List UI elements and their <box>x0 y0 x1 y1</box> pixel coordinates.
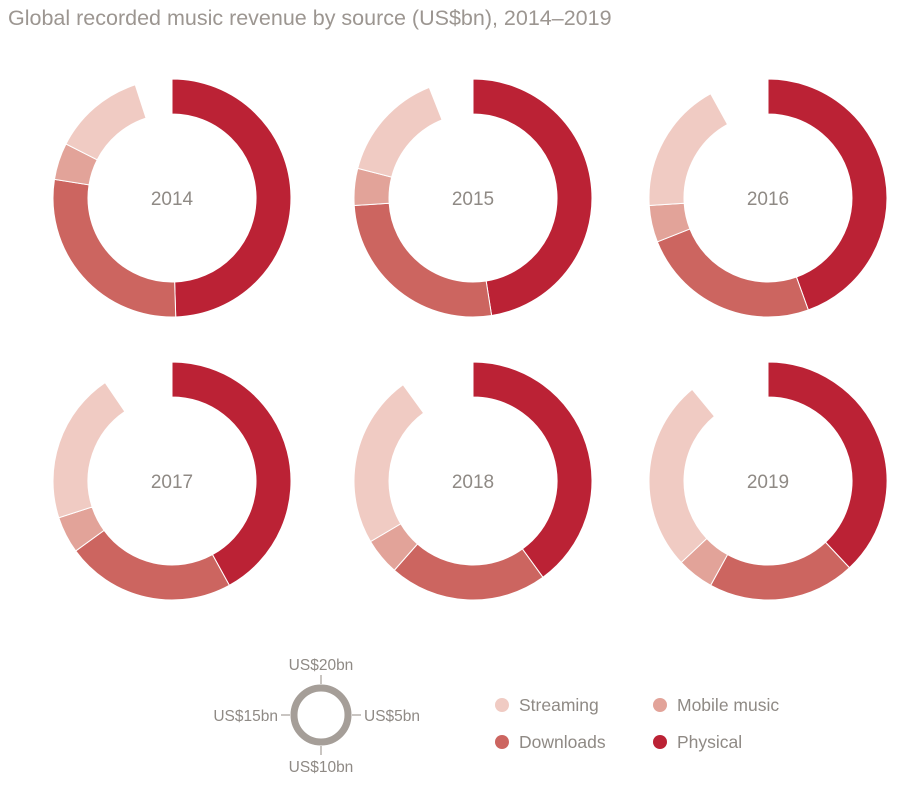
donut-2015: 2015 Physical: 9.52015 Downloads: 5.3201… <box>353 78 593 318</box>
scale-key: US$20bn US$5bn US$10bn US$15bn <box>213 657 420 776</box>
donut-2017-segment-downloads: 2017 Downloads: 4.6 <box>75 529 231 601</box>
donut-2018-segment-downloads: 2018 Downloads: 4.3 <box>393 543 544 601</box>
donut-2016-segment-streaming: 2016 Streaming: 3.6 <box>648 93 729 207</box>
donut-2016: 2016 Physical: 8.92016 Downloads: 4.9 201… <box>648 78 888 318</box>
donut-year-label: 2019 <box>747 472 789 493</box>
donut-2016-segment-downloads: 2016 Downloads: 4.9 <box>656 228 809 318</box>
donut-2017-segment-physical: 2017 Physical: 8.4 <box>171 361 292 586</box>
scale-label-right: US$5bn <box>364 708 420 725</box>
legend-swatch <box>495 735 509 749</box>
donut-year-label: 2017 <box>151 472 193 493</box>
legend-item-streaming: Streaming <box>495 695 599 715</box>
donut-year-label: 2018 <box>452 472 494 493</box>
donut-2016-segment-physical: 2016 Physical: 8.9 <box>767 78 888 311</box>
donut-2015-segment-downloads: 2015 Downloads: 5.3 <box>353 202 493 318</box>
legend-swatch <box>495 698 509 712</box>
donut-year-label: 2016 <box>747 189 789 210</box>
legend: Streaming Mobile music Downloads Physical <box>495 695 779 752</box>
legend-item-mobile-music: Mobile music <box>653 695 779 715</box>
donut-2015-segment-streaming: 2015 Streaming: 3 <box>357 86 443 178</box>
scale-label-bottom: US$10bn <box>289 759 354 776</box>
legend-label: Mobile music <box>677 695 779 715</box>
chart-title: Global recorded music revenue by source … <box>8 6 612 30</box>
legend-item-downloads: Downloads <box>495 732 606 752</box>
donut-2019: 2019 Physical: 7.62019 Downloads: 42019 … <box>648 361 888 601</box>
donut-year-label: 2015 <box>452 189 494 210</box>
scale-ring <box>290 684 352 746</box>
donut-2017-segment-streaming: 2017 Streaming: 4.1 <box>52 381 126 519</box>
legend-label: Downloads <box>519 732 606 752</box>
legend-swatch <box>653 698 667 712</box>
donut-2017: 2017 Physical: 8.42017 Downloads: 4.6 201… <box>52 361 292 601</box>
legend-swatch <box>653 735 667 749</box>
donut-2014-segment-streaming: 2014 Streaming: 2.5 <box>65 84 147 161</box>
donut-2015-segment-physical: 2015 Physical: 9.5 <box>472 78 593 317</box>
donut-2019-segment-physical: 2019 Physical: 7.6 <box>767 361 888 569</box>
donut-2019-segment-downloads: 2019 Downloads: 4 <box>709 541 851 601</box>
donut-2014-segment-physical: 2014 Physical: 9.9 <box>171 78 292 318</box>
donut-2018: 2018 Physical: 82018 Downloads: 4.32018 … <box>353 361 593 601</box>
donut-2019-segment-streaming: 2019 Streaming: 5.2 <box>648 388 716 564</box>
donut-2018-segment-physical: 2018 Physical: 8 <box>472 361 593 578</box>
scale-label-top: US$20bn <box>289 657 354 674</box>
donut-2018-segment-streaming: 2018 Streaming: 4.7 <box>353 384 425 543</box>
legend-label: Streaming <box>519 695 599 715</box>
legend-label: Physical <box>677 732 742 752</box>
donut-year-label: 2014 <box>151 189 194 210</box>
legend-item-physical: Physical <box>653 732 742 752</box>
scale-label-left: US$15bn <box>213 708 278 725</box>
